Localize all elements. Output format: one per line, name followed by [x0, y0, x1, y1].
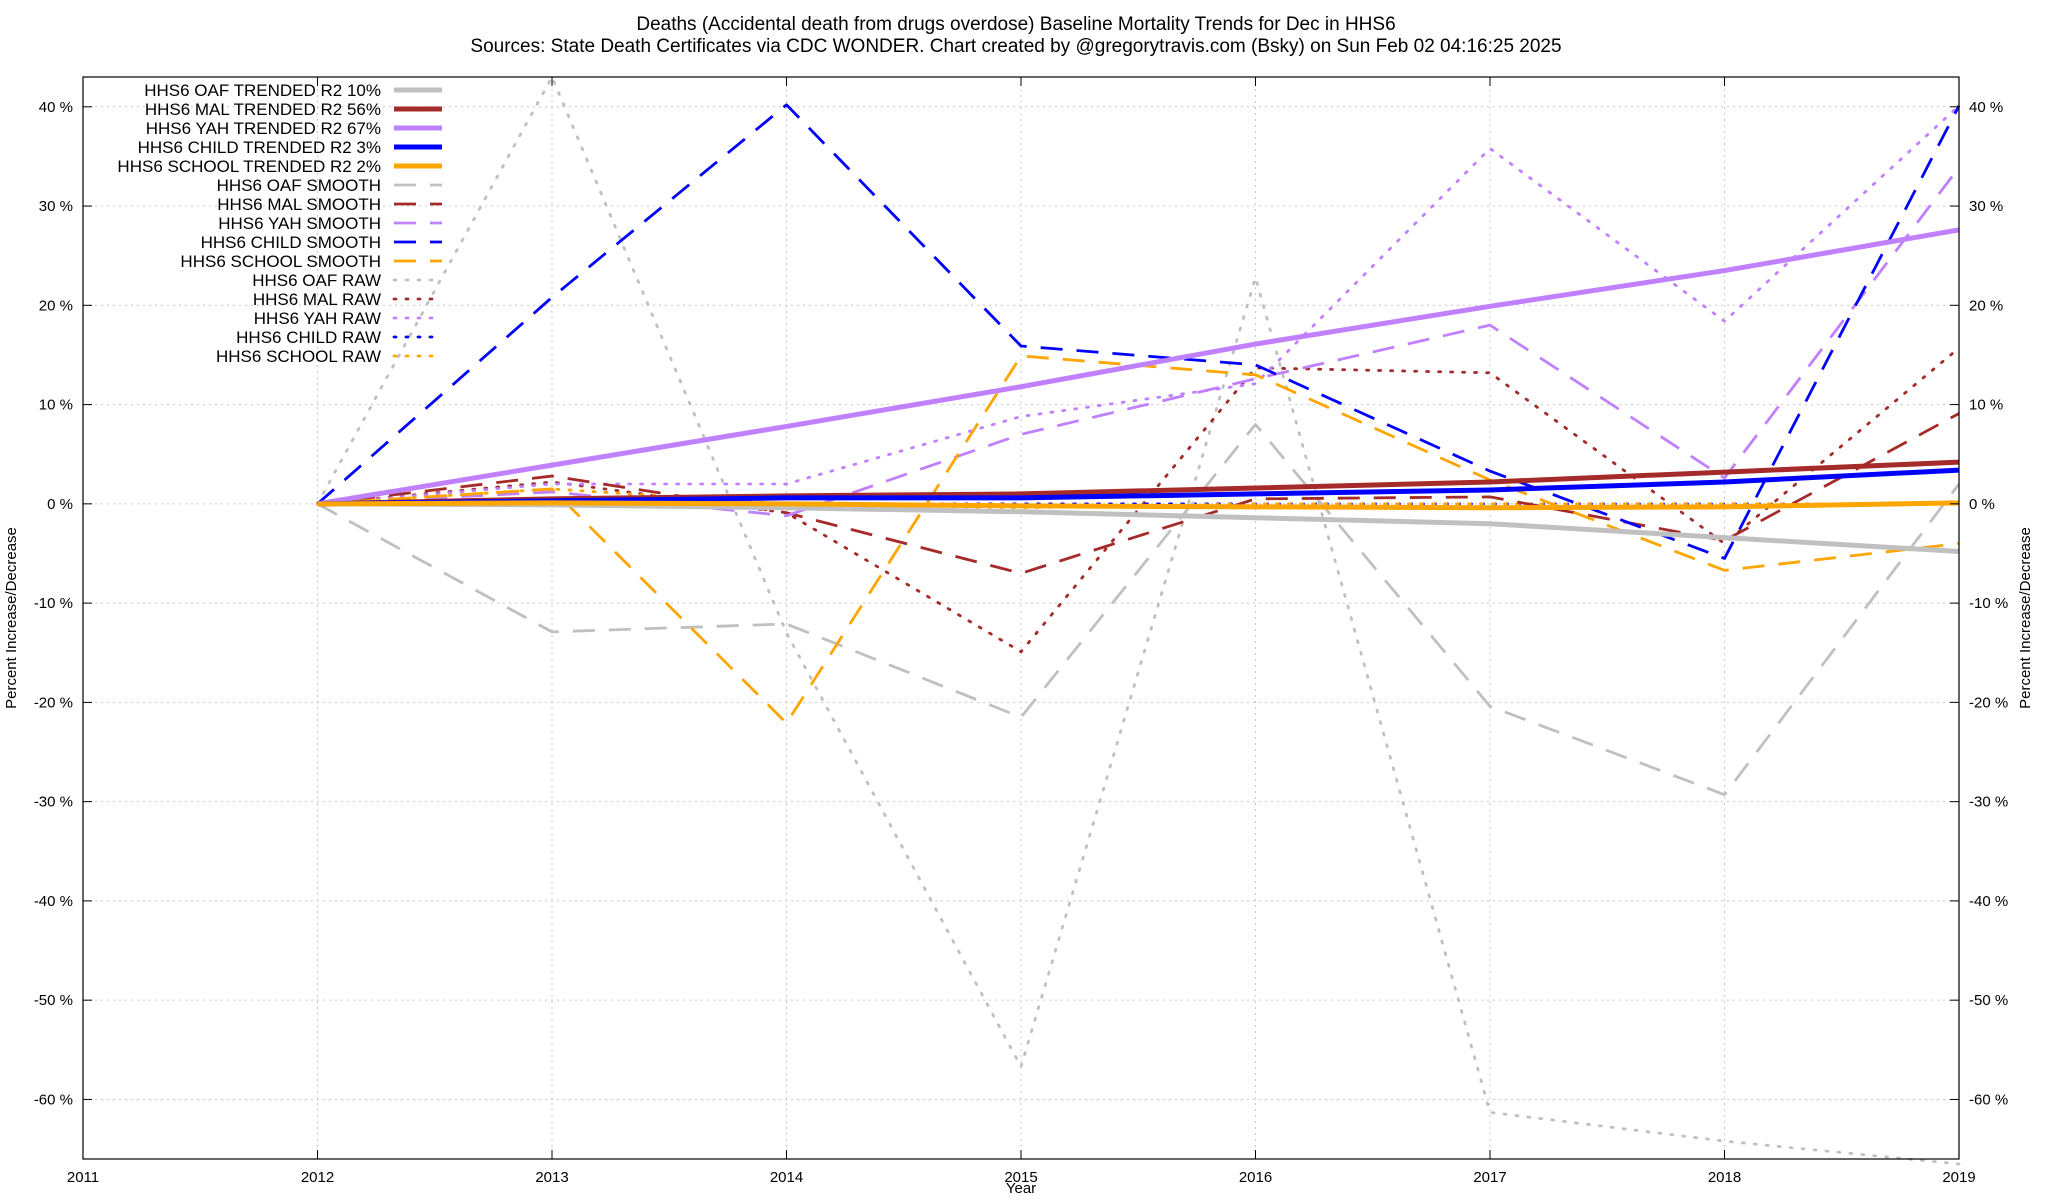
legend-label-hhs6-child-trended-r2-3: HHS6 CHILD TRENDED R2 3%	[138, 138, 381, 157]
x-tick-label: 2013	[535, 1169, 568, 1186]
legend-label-hhs6-school-raw: HHS6 SCHOOL RAW	[216, 347, 381, 366]
y-tick-label-right: 40 %	[1969, 99, 2003, 116]
grid	[82, 77, 1960, 1159]
y-tick-label-left: -10 %	[34, 595, 73, 612]
y-tick-label-right: 20 %	[1969, 297, 2003, 314]
series-line-hhs6-oaf-trended-r2-10	[317, 501, 1960, 554]
x-tick-label: 2016	[1239, 1169, 1272, 1186]
axis-ticks: 40 % 40 % 30 % 30 % 20 % 20 % 10 % 10 % 0 % 0 % -1…	[34, 77, 2008, 1186]
legend-label-hhs6-yah-trended-r2-67: HHS6 YAH TRENDED R2 67%	[146, 119, 381, 138]
x-tick-label: 2011	[67, 1169, 99, 1186]
series-line-hhs6-child-smooth	[316, 103, 1961, 560]
legend-label-hhs6-school-trended-r2-2: HHS6 SCHOOL TRENDED R2 2%	[117, 157, 381, 176]
y-axis-label-left: Percent Increase/Decrease	[3, 527, 20, 709]
y-tick-label-right: -50 %	[1969, 992, 2008, 1009]
legend-label-hhs6-yah-raw: HHS6 YAH RAW	[254, 309, 381, 328]
y-tick-label-left: -40 %	[34, 893, 73, 910]
y-tick-label-left: 40 %	[39, 99, 73, 116]
legend-label-hhs6-oaf-smooth: HHS6 OAF SMOOTH	[217, 176, 381, 195]
y-tick-label-right: 0 %	[1969, 496, 1995, 513]
x-tick-label: 2015	[1004, 1169, 1037, 1186]
series-group	[316, 75, 1961, 1166]
legend-label-hhs6-school-smooth: HHS6 SCHOOL SMOOTH	[180, 252, 381, 271]
legend-label-hhs6-mal-trended-r2-56: HHS6 MAL TRENDED R2 56%	[145, 100, 381, 119]
y-tick-label-left: -20 %	[34, 694, 73, 711]
y-tick-label-left: 30 %	[39, 198, 73, 215]
legend-label-hhs6-yah-smooth: HHS6 YAH SMOOTH	[218, 214, 381, 233]
series-line-hhs6-school-trended-r2-2	[317, 500, 1960, 511]
series-line-hhs6-oaf-raw	[316, 75, 1961, 1166]
x-tick-label: 2018	[1708, 1169, 1741, 1186]
y-tick-label-right: 30 %	[1969, 198, 2003, 215]
series-line-hhs6-mal-raw	[316, 346, 1961, 654]
series-line-hhs6-yah-smooth	[317, 166, 1961, 518]
y-tick-label-left: -30 %	[34, 794, 73, 811]
y-tick-label-right: -10 %	[1969, 595, 2008, 612]
legend-label-hhs6-oaf-raw: HHS6 OAF RAW	[252, 271, 381, 290]
legend: HHS6 OAF TRENDED R2 10%HHS6 MAL TRENDED …	[117, 81, 444, 366]
legend-label-hhs6-child-smooth: HHS6 CHILD SMOOTH	[201, 233, 381, 252]
y-tick-label-right: -60 %	[1969, 1091, 2008, 1108]
y-tick-label-left: -50 %	[34, 992, 73, 1009]
series-line-hhs6-mal-smooth	[317, 412, 1960, 575]
legend-label-hhs6-mal-raw: HHS6 MAL RAW	[253, 290, 381, 309]
y-tick-label-right: -40 %	[1969, 893, 2008, 910]
series-line-hhs6-yah-raw	[316, 104, 1961, 506]
x-tick-label: 2012	[301, 1169, 334, 1186]
x-tick-label: 2019	[1942, 1169, 1975, 1186]
y-tick-label-left: 20 %	[39, 297, 73, 314]
x-tick-label: 2017	[1473, 1169, 1506, 1186]
series-line-hhs6-oaf-smooth	[316, 423, 1961, 797]
legend-label-hhs6-oaf-trended-r2-10: HHS6 OAF TRENDED R2 10%	[144, 81, 381, 100]
y-tick-label-left: -60 %	[34, 1091, 73, 1108]
series-line-hhs6-school-raw	[316, 487, 1961, 510]
series-line-hhs6-child-trended-r2-3	[317, 467, 1960, 507]
y-tick-label-left: 0 %	[47, 496, 73, 513]
series-line-hhs6-yah-trended-r2-67	[317, 227, 1960, 507]
chart-subtitle: Sources: State Death Certificates via CD…	[470, 36, 1561, 57]
legend-label-hhs6-mal-smooth: HHS6 MAL SMOOTH	[217, 195, 381, 214]
chart-title: Deaths (Accidental death from drugs over…	[636, 14, 1395, 35]
x-tick-label: 2014	[770, 1169, 803, 1186]
y-tick-label-right: -30 %	[1969, 794, 2008, 811]
y-tick-label-left: 10 %	[39, 397, 73, 414]
legend-label-hhs6-child-raw: HHS6 CHILD RAW	[236, 328, 381, 347]
x-axis-label: Year	[1006, 1180, 1036, 1197]
y-axis-label-right: Percent Increase/Decrease	[2017, 527, 2034, 709]
y-tick-label-right: 10 %	[1969, 397, 2003, 414]
y-tick-label-right: -20 %	[1969, 694, 2008, 711]
